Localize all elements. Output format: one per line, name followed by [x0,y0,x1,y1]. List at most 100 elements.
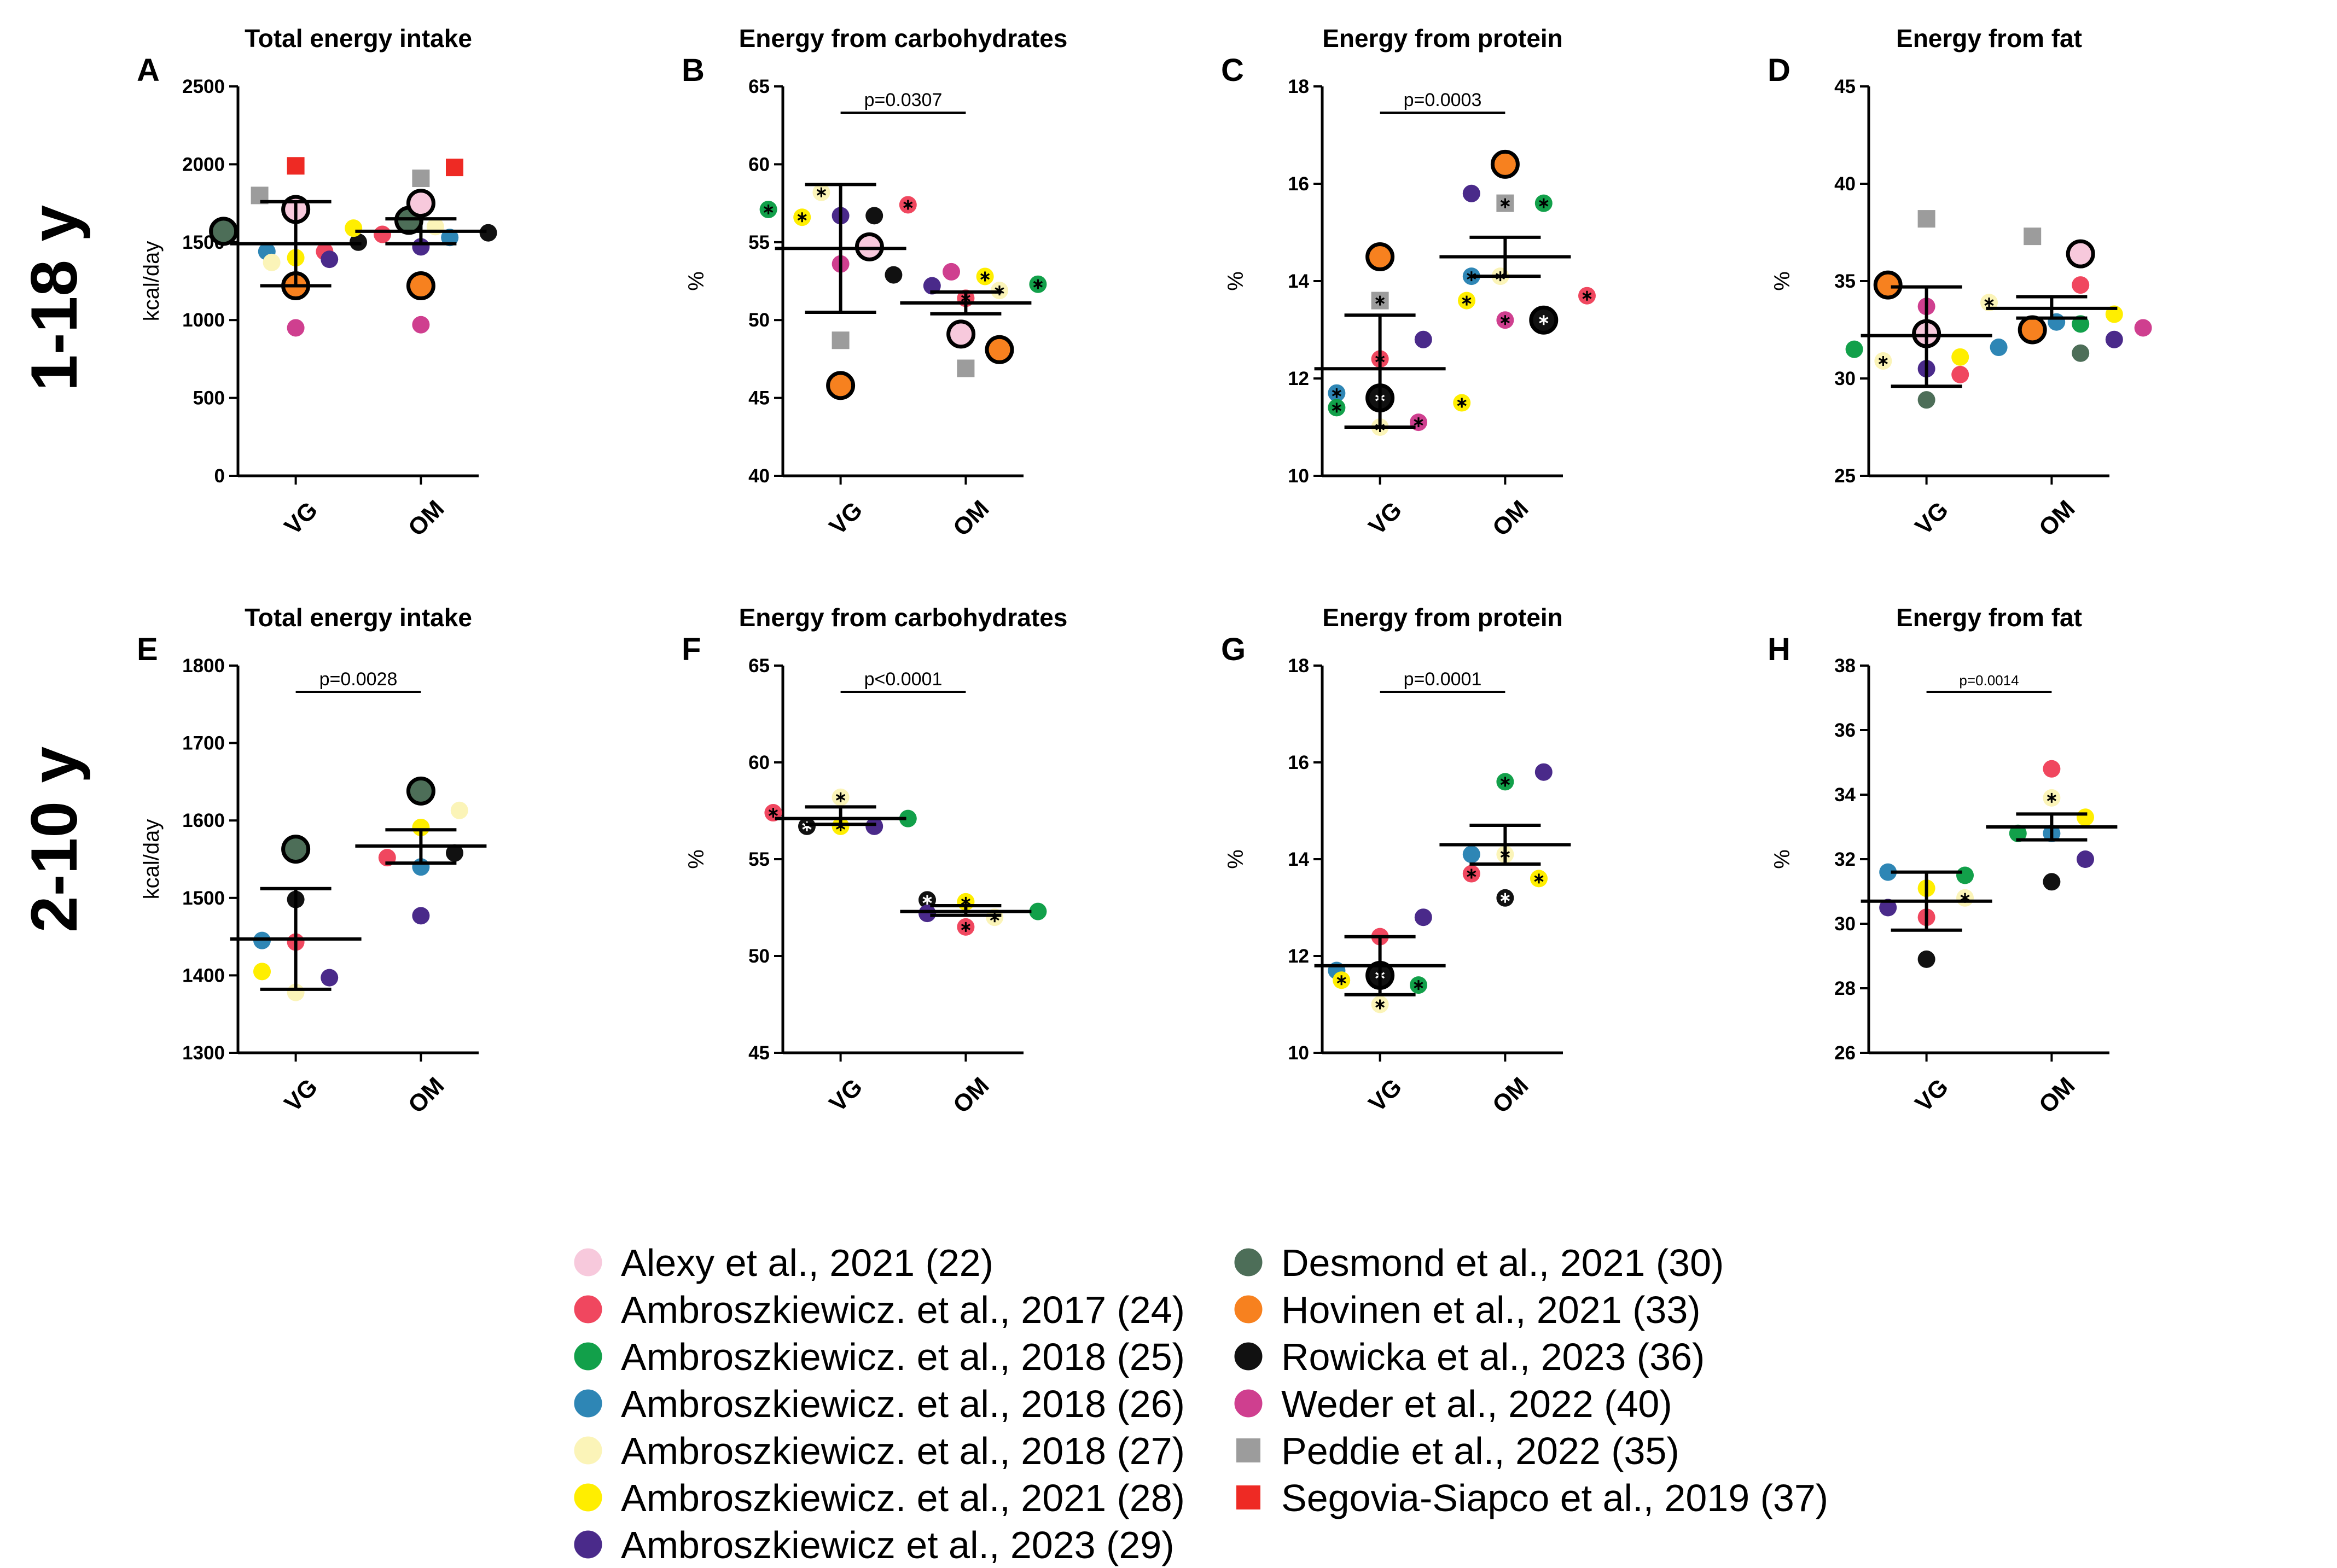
x-tick-label: OM [403,1072,450,1118]
data-point-alexy [2066,239,2095,269]
data-point-amb2023 [918,905,936,923]
x-tick-label: VG [824,1074,868,1117]
panel-E: E Total energy intake kcal/day 1300 1400 1500… [137,603,487,1118]
panel-H: H Energy from fat% 26 28 30 32 34 36 38 VG OM p=0.0… [1768,603,2118,1118]
y-tick-label: 32 [1834,849,1856,870]
data-point-amb2023 [1462,184,1480,202]
data-point-amb2018_25 [899,809,917,827]
data-point-alexy [946,319,976,349]
x-tick-label: OM [948,1072,995,1118]
legend-swatch [574,1530,602,1559]
data-point-amb2023 [865,817,883,835]
panel-letter: F [682,632,701,667]
y-tick-label: 30 [1834,913,1856,935]
legend-swatch [574,1436,602,1465]
x-tick-label: OM [2034,495,2080,541]
data-point-amb2018_25 [2009,824,2027,842]
y-tick-label: 16 [1288,173,1309,195]
data-point-rowicka [479,224,497,242]
legend-swatch-ring [572,1482,604,1513]
y-tick-label: 30 [1834,368,1856,389]
point-star-marker [1462,295,1472,306]
y-tick-label: 55 [748,232,770,253]
data-point-desmond [1917,391,1935,409]
y-tick-label: 65 [748,76,770,97]
legend-swatch [574,1389,602,1418]
data-point-hovinen [2018,315,2047,345]
point-star-marker [1539,315,1549,325]
pvalue-label: p=0.0003 [1404,90,1482,110]
y-tick-label: 1700 [182,733,225,754]
x-tick-label: VG [824,497,868,540]
legend-item-amb2018_26: Ambroszkiewicz. et al., 2018 (26) [572,1383,1185,1425]
y-tick-label: 10 [1288,1042,1309,1064]
panel-D: D Energy from fat% 25 30 35 40 45 VG OM [1768,24,2152,541]
data-point-amb2017 [374,225,391,243]
x-tick-label: OM [1487,495,1534,541]
y-tick-label: 40 [748,465,770,487]
panel-letter: B [682,53,705,88]
legend-label: Ambroszkiewicz. et al., 2021 (28) [621,1477,1185,1519]
legend-item-amb2018_27: Ambroszkiewicz. et al., 2018 (27) [572,1430,1185,1472]
data-point-desmond [281,835,311,864]
legend-swatch-ring [1233,1246,1264,1278]
x-tick-label: OM [403,495,450,541]
y-tick-label: 38 [1834,655,1856,677]
y-tick-label: 1000 [182,310,225,331]
y-tick-label: 45 [1834,76,1856,97]
point-star-marker [980,271,990,282]
point-star-marker [1332,403,1341,413]
panel-C: C Energy from protein% 10 12 14 16 18 VG OM p=0.0… [1221,24,1596,541]
data-point-peddie [1917,210,1935,228]
pvalue-label: p=0.0014 [1959,672,2019,689]
data-point-peddie [2024,228,2042,246]
data-point-amb2018_26 [441,229,459,247]
panel-title: Energy from carbohydrates [739,603,1068,632]
row-label-1-18y: 1-18 y [18,205,91,392]
legend-label: Weder et al., 2022 (40) [1281,1383,1672,1425]
y-tick-label: 45 [748,388,770,409]
point-star-marker [1375,999,1385,1010]
point-star-marker [1375,295,1385,306]
point-star-marker [1457,398,1467,408]
legend-swatch-ring [1233,1293,1264,1325]
point-star-marker [1500,777,1510,787]
panel-letter: C [1221,53,1244,88]
legend-swatch [574,1342,602,1371]
data-point-amb2018_27 [263,253,281,271]
legend-swatch-ring [572,1435,604,1466]
legend-label: Ambroszkiewicz. et al., 2018 (27) [621,1430,1185,1472]
panel-letter: H [1768,632,1790,667]
point-star-marker [961,922,970,932]
y-tick-label: 1600 [182,810,225,831]
data-point-rowicka [2043,873,2061,891]
legend-item-amb2023: Ambroszkiewicz et al., 2023 (29) [572,1524,1175,1566]
data-point-amb2018_25 [1845,340,1863,358]
data-point-amb2021 [412,818,430,836]
point-star-marker [1582,290,1592,301]
legend-swatch [574,1483,602,1512]
legend-swatch [1236,1438,1260,1462]
y-tick-label: 1800 [182,655,225,677]
legend-swatch [1234,1342,1263,1371]
data-point-amb2021 [1951,348,1969,366]
data-point-weder [412,316,430,334]
panel-letter: E [137,632,158,667]
y-tick-label: 2000 [182,154,225,175]
y-axis-label: kcal/day [139,819,164,900]
panel-title: Energy from protein [1322,24,1563,53]
y-tick-label: 55 [748,849,770,870]
data-point-amb2023 [923,277,941,295]
data-point-amb2021 [2077,808,2094,826]
y-tick-label: 1300 [182,1042,225,1064]
data-point-segovia [446,159,463,177]
data-point-amb2017 [2043,760,2061,778]
x-tick-label: VG [1910,1074,1954,1117]
data-point-amb2017 [2072,276,2090,294]
data-point-rowicka [1917,950,1935,968]
x-tick-label: OM [2034,1072,2080,1118]
data-point-amb2018_26 [1879,863,1897,881]
legend-swatch [574,1248,602,1276]
panel-letter: G [1221,632,1246,667]
data-point-amb2018_25 [1029,902,1047,920]
